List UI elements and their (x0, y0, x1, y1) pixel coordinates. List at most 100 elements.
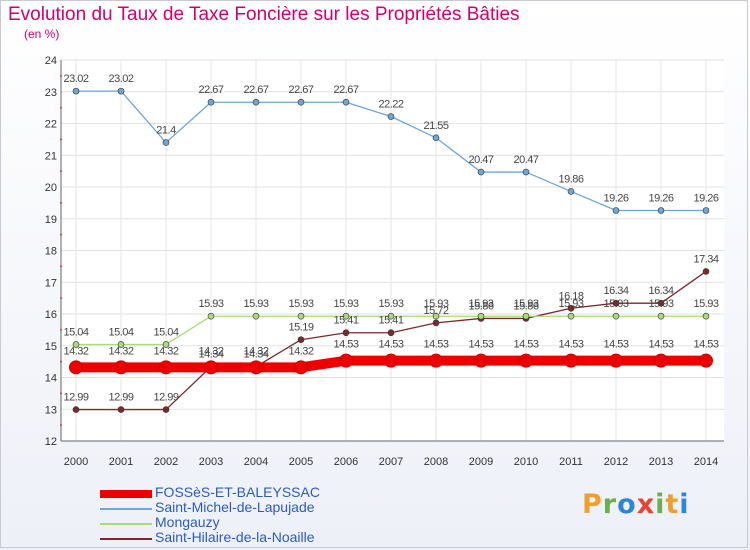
data-point (699, 353, 713, 368)
data-label: 15.93 (693, 298, 718, 310)
proxiti-logo: Proxiti (582, 489, 690, 520)
data-label: 14.34 (198, 349, 223, 361)
data-point (294, 360, 308, 375)
data-point (297, 98, 305, 106)
data-label: 15.93 (378, 298, 403, 310)
data-label: 14.32 (153, 345, 178, 357)
data-label: 14.32 (288, 345, 313, 357)
data-point (117, 406, 125, 413)
data-label: 14.32 (243, 345, 268, 357)
data-point (207, 312, 215, 320)
data-label: 12.99 (108, 392, 133, 404)
data-point (612, 207, 620, 214)
data-point (612, 299, 620, 307)
x-tick-label: 2007 (379, 456, 403, 468)
data-point (162, 139, 170, 146)
data-label: 15.93 (288, 298, 313, 310)
data-point (342, 98, 350, 106)
data-label: 15.93 (243, 298, 268, 310)
data-label: 14.34 (243, 349, 268, 361)
data-label: 19.26 (693, 192, 718, 204)
data-label: 20.47 (513, 154, 538, 166)
data-label: 19.26 (648, 192, 673, 204)
x-tick-label: 2005 (289, 456, 313, 468)
y-tick-label: 14 (45, 373, 57, 385)
data-label: 19.26 (603, 192, 628, 204)
legend-swatch (100, 523, 152, 525)
x-tick-label: 2014 (694, 456, 718, 468)
legend-label: Saint-Hilaire-de-la-Noaille (155, 529, 315, 545)
logo-letter: t (665, 489, 680, 520)
data-label: 15.93 (513, 298, 538, 310)
data-label: 15.41 (378, 315, 403, 327)
data-label: 20.47 (468, 154, 493, 166)
data-label: 22.67 (333, 84, 358, 96)
data-label: 12.99 (63, 392, 88, 404)
data-point (657, 207, 665, 214)
data-point (72, 406, 80, 413)
data-point (432, 134, 440, 142)
data-label: 17.34 (693, 253, 718, 265)
data-point (612, 312, 620, 320)
data-point (567, 312, 575, 320)
legend-swatch (100, 538, 152, 540)
data-point (522, 168, 530, 176)
x-tick-label: 2012 (604, 456, 628, 468)
data-label: 12.99 (153, 392, 178, 404)
data-point (387, 329, 395, 337)
x-tick-label: 2009 (469, 456, 493, 468)
logo-letter: i (655, 489, 666, 520)
data-point (249, 360, 263, 375)
data-point (162, 341, 170, 348)
data-label: 15.72 (423, 305, 448, 317)
data-point (474, 353, 488, 368)
data-point (252, 98, 260, 106)
data-point (204, 360, 218, 375)
data-point (567, 188, 575, 195)
data-point (519, 353, 533, 368)
x-tick-label: 2011 (559, 456, 583, 468)
data-label: 15.04 (108, 326, 133, 338)
data-point (117, 87, 125, 95)
data-point (657, 299, 665, 307)
data-label: 15.19 (288, 322, 313, 334)
data-label: 22.67 (288, 84, 313, 96)
data-label: 16.18 (558, 290, 583, 302)
x-tick-label: 2002 (154, 456, 178, 468)
data-point (69, 360, 83, 375)
y-tick-label: 24 (45, 55, 57, 67)
data-label: 23.02 (108, 73, 133, 85)
data-point (477, 312, 485, 320)
data-label: 16.34 (648, 285, 673, 297)
data-point (117, 341, 125, 348)
data-point (657, 312, 665, 320)
data-point (114, 360, 128, 375)
y-tick-label: 12 (45, 436, 57, 448)
data-point (522, 312, 530, 320)
data-label: 16.34 (603, 285, 628, 297)
data-point (342, 312, 350, 320)
y-tick-label: 18 (45, 246, 57, 258)
y-tick-label: 15 (45, 341, 57, 353)
data-label: 15.86 (513, 300, 538, 312)
y-tick-label: 19 (45, 214, 57, 226)
data-point (702, 312, 710, 320)
data-point (432, 319, 440, 327)
y-tick-label: 17 (45, 277, 57, 289)
data-label: 14.53 (693, 339, 718, 351)
data-label: 21.4 (156, 125, 176, 137)
data-label: 14.53 (513, 339, 538, 351)
data-point (564, 353, 578, 368)
logo-letter: o (617, 489, 637, 520)
data-label: 14.53 (378, 339, 403, 351)
legend-swatch (100, 508, 152, 510)
x-tick-label: 2003 (199, 456, 223, 468)
logo-letter: P (582, 489, 603, 520)
legend-label: Mongauzy (155, 514, 220, 530)
data-point (339, 353, 353, 368)
data-label: 15.93 (648, 298, 673, 310)
data-label: 15.93 (468, 298, 493, 310)
y-tick-label: 20 (45, 182, 57, 194)
x-tick-label: 2008 (424, 456, 448, 468)
data-point (654, 353, 668, 368)
